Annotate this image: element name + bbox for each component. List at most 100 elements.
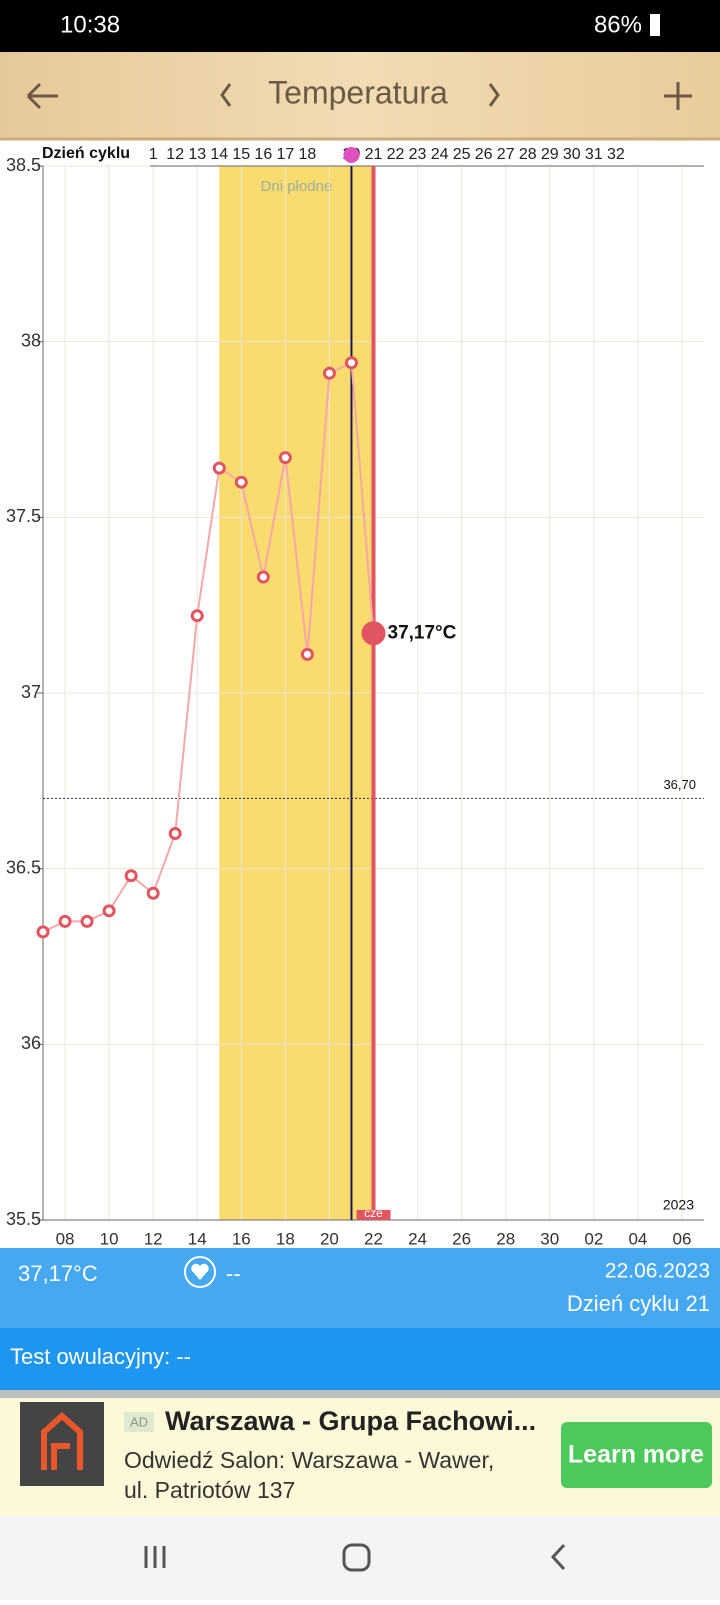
summary-temp: 37,17°C	[18, 1261, 98, 1286]
cycle-day-label: 24	[431, 146, 449, 163]
data-point	[344, 356, 358, 370]
cycle-day-label: 15	[232, 146, 250, 163]
x-tick-label: 16	[232, 1229, 251, 1248]
back-button[interactable]	[26, 82, 58, 110]
data-point	[278, 451, 292, 465]
battery: 86%	[594, 11, 642, 38]
cycle-day-label: 25	[453, 146, 471, 163]
fertile-label: Dni płodne	[261, 178, 333, 195]
x-tick-label: 14	[188, 1229, 207, 1248]
ad-text: Odwiedź Salon: Warszawa - Wawer,	[124, 1447, 494, 1473]
ad-button-label: Learn more	[568, 1441, 704, 1469]
x-tick-label: 28	[496, 1229, 515, 1248]
cycle-axis-title: Dzień cyklu	[42, 145, 130, 162]
x-tick-label: 30	[540, 1229, 559, 1248]
clock: 10:38	[60, 11, 120, 38]
value-label: 37,17°C	[388, 622, 457, 643]
series-line	[42, 361, 375, 933]
summary-mood: --	[226, 1261, 241, 1286]
y-tick-label: 36.5	[6, 857, 41, 877]
cycle-day-label: 1	[149, 146, 158, 163]
cycle-day-label: 23	[409, 146, 427, 163]
header-title: Temperatura	[268, 74, 448, 110]
cycle-day-label: 22	[387, 146, 405, 163]
data-point	[234, 475, 248, 489]
ad-title: Warszawa - Grupa Fachowi...	[165, 1406, 536, 1436]
x-tick-label: 20	[320, 1229, 339, 1248]
current-day-tag	[356, 1210, 391, 1220]
cycle-day-label: 21	[365, 146, 383, 163]
cycle-day-label: 16	[254, 146, 272, 163]
cycle-day-label: 26	[475, 146, 493, 163]
nav-bar	[0, 1516, 720, 1600]
data-point	[124, 869, 138, 883]
x-tick-label: 10	[100, 1229, 119, 1248]
x-tick-label: 06	[673, 1229, 692, 1248]
nav-back[interactable]	[550, 1543, 566, 1571]
data-point	[58, 914, 72, 928]
cycle-day-label: 30	[563, 146, 581, 163]
status-bar	[0, 0, 720, 52]
y-tick-label: 38	[21, 330, 41, 350]
x-tick-label: 22	[364, 1229, 383, 1248]
ovulation-icon	[343, 147, 360, 163]
test-bar[interactable]	[0, 1328, 720, 1390]
mood-icon[interactable]	[184, 1256, 216, 1288]
ad-badge-bg	[124, 1412, 154, 1432]
summary-cycle-day: Dzień cyklu 21	[567, 1291, 710, 1316]
y-tick-label: 38.5	[6, 155, 41, 175]
cycle-day-label: 32	[607, 146, 625, 163]
y-tick-label: 36	[21, 1033, 41, 1053]
cycle-day-label: 17	[276, 146, 294, 163]
x-tick-label: 12	[144, 1229, 163, 1248]
cycle-day-label: 31	[585, 146, 603, 163]
cycle-day-label: 28	[519, 146, 537, 163]
add-button[interactable]	[664, 82, 692, 110]
cycle-day-label: 18	[299, 146, 317, 163]
ad-button[interactable]	[561, 1422, 712, 1488]
current-day-label: cze	[364, 1206, 383, 1220]
cycle-day-label: 29	[541, 146, 559, 163]
nav-home[interactable]	[342, 1543, 371, 1572]
data-point	[300, 647, 314, 661]
x-tick-label: 04	[628, 1229, 647, 1248]
current-point	[361, 621, 386, 646]
next-button[interactable]	[488, 83, 500, 107]
data-point	[190, 609, 204, 623]
reference-label: 36,70	[663, 777, 696, 792]
y-tick-label: 37.5	[6, 506, 41, 526]
data-point	[256, 570, 270, 584]
prev-button[interactable]	[220, 83, 232, 107]
year-label: 2023	[663, 1197, 694, 1213]
x-tick-label: 26	[452, 1229, 471, 1248]
data-point	[168, 827, 182, 841]
data-point	[80, 914, 94, 928]
nav-recents[interactable]	[144, 1546, 166, 1568]
y-tick-label: 35.5	[6, 1209, 41, 1229]
battery-icon	[650, 14, 660, 36]
ad-badge: AD	[130, 1414, 148, 1429]
ovulation-test: Test owulacyjny: --	[10, 1344, 191, 1369]
x-tick-label: 08	[56, 1229, 75, 1248]
data-point	[102, 904, 116, 918]
data-point	[322, 366, 336, 380]
data-point	[212, 461, 226, 475]
cycle-day-label: 12	[166, 146, 184, 163]
summary-bar	[0, 1248, 720, 1328]
cycle-day-label: 14	[210, 146, 228, 163]
app-header	[0, 52, 720, 140]
cycle-day-label: 13	[188, 146, 206, 163]
heart	[191, 1263, 209, 1280]
data-point	[146, 886, 160, 900]
y-tick-label: 37	[21, 682, 41, 702]
x-tick-label: 18	[276, 1229, 295, 1248]
data-point	[36, 925, 50, 939]
x-tick-label: 24	[408, 1229, 427, 1248]
summary-date: 22.06.2023	[605, 1260, 710, 1283]
ad-logo-house	[41, 1411, 83, 1470]
chart: Dni płodne 08 10 12 14 16 18 20 22 24 26 28 30 02 04 06…	[6, 145, 704, 1248]
x-tick-label: 02	[584, 1229, 603, 1248]
separator	[0, 1390, 720, 1398]
